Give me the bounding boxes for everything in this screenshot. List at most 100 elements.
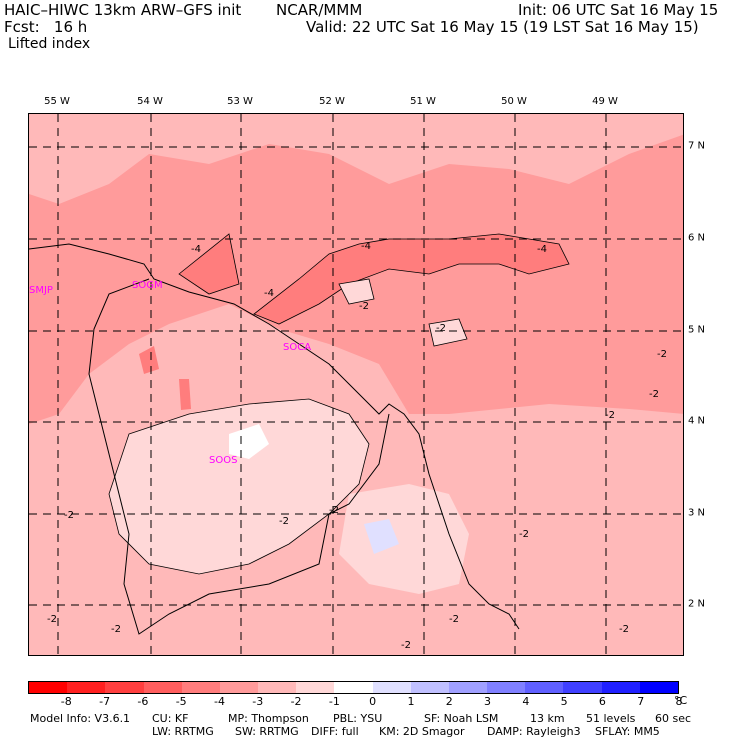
lat-label: 3 N [688,507,706,519]
colorbar-tick: -8 [60,695,72,708]
contour-label: -2 [449,614,459,625]
contour-minus4 [178,233,240,295]
lon-label: 52 W [319,96,345,107]
footer-damp: DAMP: Rayleigh3 [487,725,581,738]
colorbar-swatch [601,682,640,693]
lat-label: 5 N [688,324,706,336]
field-name: Lifted index [8,36,91,52]
lon-label: 55 W [44,96,70,107]
colorbar-swatch [67,682,106,693]
colorbar-swatch [372,682,411,693]
colorbar-tick: 2 [445,695,453,708]
contour-label: -2 [401,640,411,651]
station-label: SMJP [29,285,53,296]
field-core [179,379,191,410]
colorbar-swatch [143,682,182,693]
contour-label: -2 [436,323,446,334]
colorbar-tick: 6 [598,695,606,708]
colorbar-tick: -2 [290,695,302,708]
contour-label: -2 [329,505,339,516]
lon-label: 50 W [501,96,527,107]
contour-label: -2 [619,624,629,635]
colorbar-swatch [563,682,602,693]
station-label: SOOS [209,455,237,466]
model-title: HAIC–HIWC 13km ARW–GFS init [4,1,242,19]
footer-model-info: Model Info: V3.6.1 [30,712,131,725]
lifted-index-map: -4 -4 -4 -4 -2 -2 -2 -2 -2 -2 -2 -2 -2 -… [29,114,683,655]
contour-label: -4 [361,241,371,252]
field-minus1-area [109,399,369,574]
field-minus4-patch [179,234,239,294]
footer-sw: SW: RRTMG [235,725,299,738]
footer-km: KM: 2D Smagor [379,725,465,738]
footer-mp: MP: Thompson [228,712,309,725]
org-label: NCAR/MMM [276,1,363,19]
lat-label: 7 N [688,140,706,152]
footer-resolution: 13 km [530,712,565,725]
field-positive-patch [364,519,399,554]
colorbar-tick: -7 [99,695,111,708]
contour-label: -2 [111,624,121,635]
lon-label: 54 W [137,96,163,107]
lon-label: 53 W [227,96,253,107]
field-minus1-area-2 [339,484,469,594]
map-panel[interactable]: -4 -4 -4 -4 -2 -2 -2 -2 -2 -2 -2 -2 -2 -… [28,113,684,656]
lat-label: 2 N [688,598,706,610]
contour-label: -4 [264,288,274,299]
field-core [139,346,159,374]
colorbar-tick: 0 [369,695,377,708]
colorbar-tick: 8 [675,695,683,708]
contour-label: -2 [47,614,57,625]
colorbar-swatch [487,682,526,693]
contour-label: -2 [605,410,615,421]
footer-timestep: 60 sec [655,712,692,725]
field-zero-patch [229,424,269,459]
footer-diff: DIFF: full [311,725,359,738]
colorbar-tick: 7 [637,695,645,708]
lat-label: 6 N [688,232,706,244]
colorbar-tick: 1 [407,695,415,708]
colorbar-tick: -4 [213,695,225,708]
contour-label: -4 [191,244,201,255]
footer-levels: 51 levels [586,712,636,725]
colorbar-swatch [296,682,335,693]
lon-label: 51 W [410,96,436,107]
contour-label: -2 [519,529,529,540]
contour-label: -2 [649,389,659,400]
lon-label: 49 W [592,96,618,107]
colorbar-tick: 3 [484,695,492,708]
station-label: SOCA [283,342,311,353]
colorbar-tick: -1 [328,695,340,708]
valid-time: Valid: 22 UTC Sat 16 May 15 (19 LST Sat … [306,18,699,36]
colorbar-swatch [525,682,564,693]
init-time: Init: 06 UTC Sat 16 May 15 [518,1,719,19]
footer-sflay: SFLAY: MM5 [595,725,660,738]
colorbar-swatch [448,682,488,693]
contour-label: -2 [279,516,289,527]
colorbar [28,681,679,694]
forecast-hour: Fcst: 16 h [4,18,88,36]
colorbar-swatch [105,682,144,693]
colorbar-unit: °C [674,694,688,707]
colorbar-swatch [639,682,678,693]
footer-pbl: PBL: YSU [333,712,383,725]
colorbar-swatch [219,682,259,693]
coastline [29,243,520,630]
contour-label: -2 [657,349,667,360]
colorbar-swatch [181,682,220,693]
lat-label: 4 N [688,415,706,427]
colorbar-tick: -3 [252,695,264,708]
colorbar-tick: -6 [137,695,149,708]
contour-minus2 [338,278,375,305]
field-top-band [29,114,683,204]
contour-label: -4 [537,244,547,255]
footer-sf: SF: Noah LSM [424,712,499,725]
border-line [88,278,390,635]
colorbar-tick: 4 [522,695,530,708]
station-label: SOGM [132,280,163,291]
colorbar-tick: -5 [175,695,187,708]
footer-cu: CU: KF [152,712,189,725]
footer-lw: LW: RRTMG [152,725,214,738]
contour-label: -2 [359,301,369,312]
colorbar-swatch [410,682,449,693]
